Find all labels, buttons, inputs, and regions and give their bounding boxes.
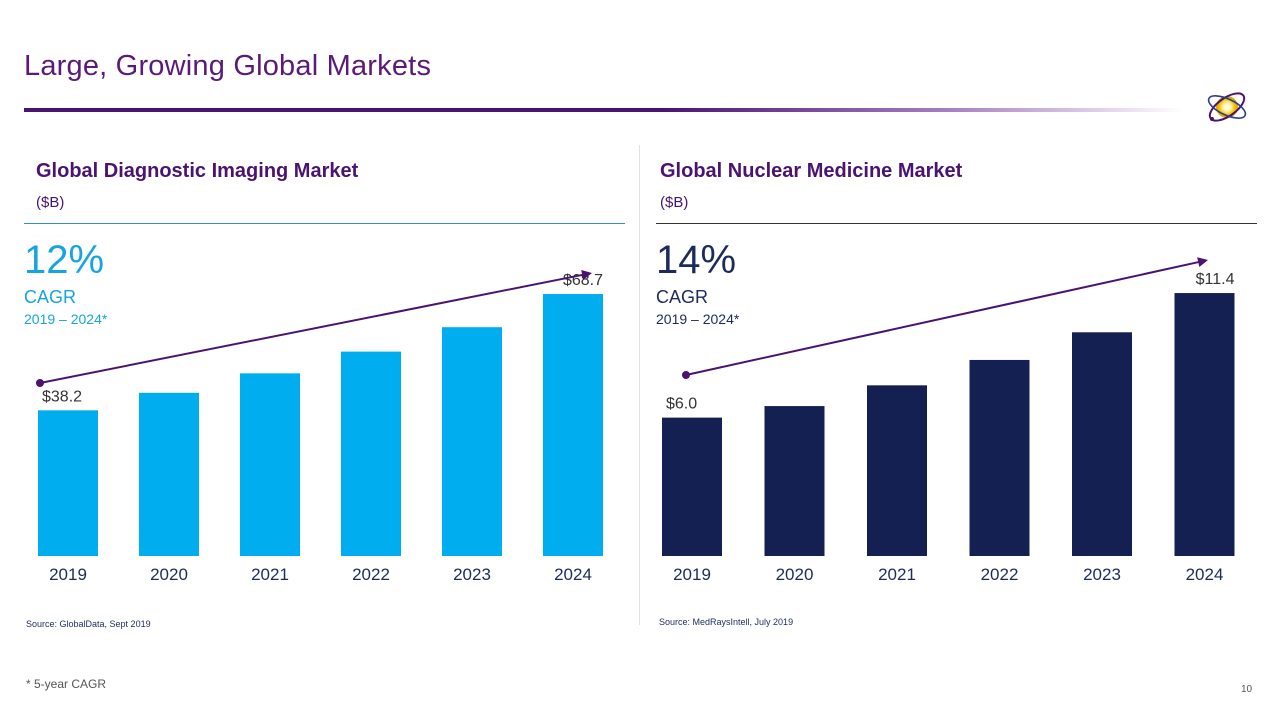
footnote: * 5-year CAGR (26, 677, 107, 691)
panel-title: Global Nuclear Medicine Market (660, 160, 963, 182)
trend-start-dot (682, 371, 690, 379)
page-title: Large, Growing Global Markets (24, 50, 432, 82)
source-note: Source: MedRaysIntell, July 2019 (659, 617, 794, 627)
cagr-period: 2019 – 2024* (24, 311, 108, 327)
center-divider (639, 145, 640, 625)
bar-2023 (1072, 332, 1132, 556)
cagr-value: 14% (656, 238, 737, 282)
x-tick-label: 2024 (554, 565, 592, 584)
bar-2019 (38, 410, 98, 556)
x-tick-label: 2020 (776, 565, 814, 584)
panel-title: Global Diagnostic Imaging Market (36, 160, 359, 182)
cagr-value: 12% (24, 238, 105, 282)
trend-start-dot (36, 379, 44, 387)
bar-2023 (442, 327, 502, 556)
x-tick-label: 2023 (1083, 565, 1121, 584)
cagr-period: 2019 – 2024* (656, 311, 740, 327)
cagr-label: CAGR (24, 287, 77, 307)
panel-divider (24, 223, 625, 224)
bar-2021 (867, 385, 927, 556)
diagnostic-imaging-panel: Global Diagnostic Imaging Market ($B) 12… (24, 0, 625, 720)
atom-orbit-logo-icon (1207, 92, 1247, 122)
panel-unit: ($B) (660, 194, 689, 211)
bar-2024 (1174, 293, 1235, 556)
trend-arrowhead (581, 270, 592, 280)
bar-2020 (139, 392, 199, 556)
x-tick-label: 2019 (673, 565, 711, 584)
x-tick-label: 2021 (251, 565, 289, 584)
x-tick-label: 2021 (878, 565, 916, 584)
cagr-trend-line (685, 260, 1203, 376)
x-tick-label: 2019 (49, 565, 87, 584)
data-label: $38.2 (42, 388, 82, 405)
x-tick-label: 2022 (352, 565, 390, 584)
source-note: Source: GlobalData, Sept 2019 (26, 619, 151, 629)
page-number: 10 (1241, 684, 1253, 695)
bar-2022 (341, 351, 401, 556)
bar-2019 (662, 417, 722, 556)
bar-2021 (240, 373, 300, 556)
trend-arrowhead (1197, 257, 1208, 268)
bar-2022 (969, 359, 1030, 556)
x-tick-label: 2022 (981, 565, 1019, 584)
title-divider (24, 108, 1184, 112)
bar-2024 (543, 294, 603, 556)
x-tick-label: 2023 (453, 565, 491, 584)
data-label: $11.4 (1196, 271, 1235, 288)
nuclear-medicine-panel: Global Nuclear Medicine Market ($B) 14% … (656, 0, 1257, 720)
data-label: $6.0 (666, 396, 697, 413)
cagr-trend-line (39, 273, 587, 384)
panel-divider (656, 223, 1257, 224)
bar-2020 (764, 406, 825, 556)
x-tick-label: 2020 (150, 565, 188, 584)
cagr-label: CAGR (656, 287, 709, 307)
nuclear-medicine-chart: 2019 $6.0 2020 2021 2022 2023 2024 $11.4 (662, 257, 1235, 584)
panel-unit: ($B) (36, 194, 65, 211)
x-tick-label: 2024 (1186, 565, 1224, 584)
